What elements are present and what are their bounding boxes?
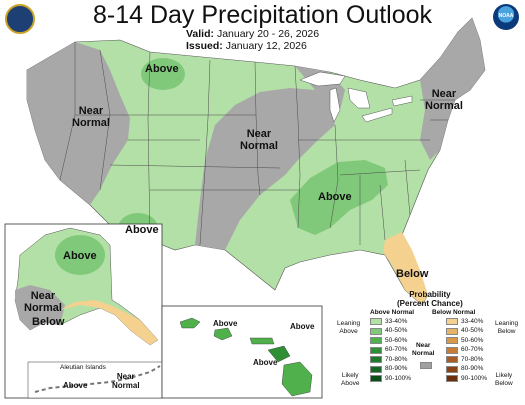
- legend-above-swatch: [370, 375, 382, 382]
- aleutian-title: Aleutian Islands: [60, 364, 106, 371]
- region-alaska-near: Near Normal: [24, 290, 62, 314]
- southeast-above-core: [290, 160, 388, 235]
- legend-below-level: 90-100%: [461, 374, 488, 382]
- legend-below-swatch: [446, 337, 458, 344]
- lake-erie: [361, 107, 393, 123]
- region-alaska-below: Below: [32, 316, 65, 328]
- legend-above-header: Above Normal: [370, 309, 415, 316]
- legend-below-level: 60-70%: [461, 346, 484, 353]
- legend-below-level: 80-90%: [461, 365, 484, 372]
- region-hawaii-above-1: Above: [213, 319, 238, 328]
- legend-above-swatch: [370, 318, 382, 325]
- legend-below-swatch: [446, 327, 458, 335]
- legend-above-swatch: [370, 346, 382, 354]
- issued-line: Issued: January 12, 2026: [186, 40, 307, 52]
- legend-above-level: 60-70%: [385, 346, 408, 353]
- region-northeast-near: Near Normal: [425, 88, 463, 112]
- legend-below-level: 40-50%: [461, 327, 484, 334]
- region-aleutian-near: Near Normal: [112, 372, 140, 390]
- region-florida-below: Below: [396, 268, 429, 280]
- aleutian-chain: [34, 365, 161, 393]
- region-hawaii-above-3: Above: [253, 358, 278, 367]
- region-west-near: Near Normal: [72, 105, 110, 129]
- region-alaska-above: Above: [63, 250, 97, 262]
- legend-below-swatch: [446, 356, 458, 363]
- page-title: 8-14 Day Precipitation Outlook: [92, 1, 433, 29]
- legend-likely-above: Likely Above: [341, 372, 360, 387]
- issued-label: Issued:: [186, 40, 223, 52]
- lake-ontario: [391, 95, 413, 107]
- alaska-near-normal-zone: [15, 285, 65, 330]
- west-near-normal-zone: [27, 42, 130, 205]
- doc-seal-icon: [5, 4, 35, 34]
- northeast-near-normal-zone: [420, 18, 485, 160]
- legend-above-level: 80-90%: [385, 365, 408, 372]
- lake-huron: [347, 87, 371, 109]
- legend-likely-below: Likely Below: [495, 372, 513, 387]
- noaa-logo-text: NOAA: [498, 13, 514, 19]
- legend-above-level: 33-40%: [385, 317, 408, 325]
- region-southeast-above: Above: [318, 191, 352, 203]
- legend-above-level: 50-60%: [385, 336, 408, 344]
- region-hawaii-above-2: Above: [290, 322, 315, 331]
- legend-below-swatch: [446, 375, 458, 382]
- legend-above-level: 90-100%: [385, 374, 412, 382]
- legend-below-level: 50-60%: [461, 336, 484, 344]
- lake-superior: [299, 71, 346, 87]
- legend-above-level: 70-80%: [385, 355, 408, 363]
- region-arizona-above: Above: [125, 224, 159, 236]
- legend-leaning-below: Leaning Below: [495, 320, 519, 335]
- alaska-above-core: [55, 235, 105, 275]
- legend-below-swatch: [446, 318, 458, 325]
- alaska-below-zone: [60, 300, 158, 345]
- legend-below-level: 70-80%: [461, 355, 484, 363]
- hawaii-molokai: [249, 337, 275, 345]
- issued-value: January 12, 2026: [225, 40, 307, 52]
- legend-above-swatch: [370, 365, 382, 373]
- central-near-normal-zone: [195, 88, 335, 250]
- region-central-near: Near Normal: [240, 128, 278, 152]
- valid-label: Valid:: [186, 28, 215, 40]
- legend-above-swatch: [370, 327, 382, 335]
- state-borders: [59, 42, 455, 246]
- hawaii-oahu: [213, 327, 233, 341]
- legend-near-label: Near Normal: [412, 342, 435, 357]
- region-aleutian-above: Above: [63, 381, 88, 390]
- region-montana-above: Above: [145, 63, 179, 75]
- valid-line: Valid: January 20 - 26, 2026: [186, 28, 319, 40]
- legend-below-swatch: [446, 346, 458, 354]
- montana-above-core: [141, 58, 185, 90]
- hawaii-bigisland: [281, 361, 313, 397]
- florida-below-zone: [383, 232, 428, 305]
- legend-leaning-above: Leaning Above: [337, 320, 361, 335]
- legend-below-header: Below Normal: [432, 309, 476, 316]
- legend-above-swatch: [370, 337, 382, 344]
- legend-below-swatch: [446, 365, 458, 373]
- noaa-logo-icon: NOAA: [493, 4, 519, 30]
- legend-below-level: 33-40%: [461, 317, 484, 325]
- legend-above-level: 40-50%: [385, 327, 408, 334]
- aleutian-inset-frame: [27, 361, 163, 399]
- legend-near-swatch: [420, 362, 432, 369]
- valid-value: January 20 - 26, 2026: [216, 28, 320, 40]
- lake-michigan: [329, 87, 341, 123]
- legend-title: Probability (Percent Chance): [397, 290, 463, 308]
- legend-above-swatch: [370, 356, 382, 363]
- hawaii-maui: [267, 345, 291, 363]
- hawaii-kauai: [179, 317, 201, 329]
